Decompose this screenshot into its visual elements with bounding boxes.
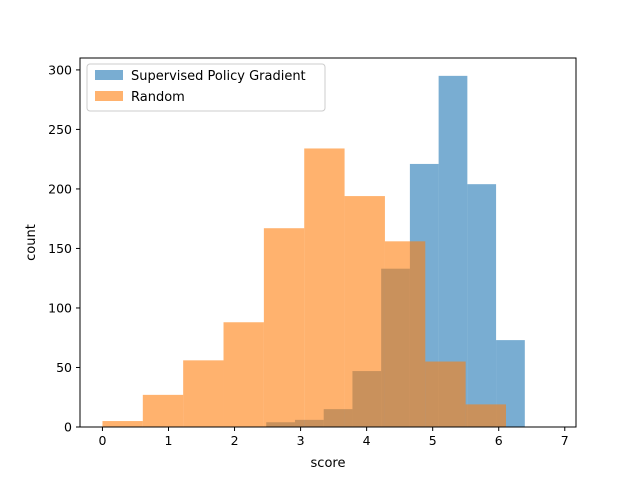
y-tick-label-100: 100: [48, 300, 72, 315]
y-tick-label-50: 50: [56, 360, 72, 375]
x-tick-label-7: 7: [561, 433, 569, 448]
y-tick-label-0: 0: [64, 420, 72, 435]
legend-swatch-random: [95, 91, 123, 101]
x-tick-label-4: 4: [363, 433, 371, 448]
x-tick-label-1: 1: [165, 433, 173, 448]
bar-series1-bin2: [183, 360, 224, 427]
x-tick-label-6: 6: [495, 433, 503, 448]
y-axis-label: count: [24, 224, 39, 261]
plot-frame: [79, 57, 577, 428]
legend-label-random: Random: [131, 90, 185, 105]
bar-series1-bin8: [425, 361, 466, 427]
legend-label-supervised: Supervised Policy Gradient: [131, 69, 306, 84]
x-axis-label: score: [311, 456, 346, 471]
legend: Supervised Policy Gradient Random: [86, 63, 326, 112]
legend-swatch-supervised: [95, 70, 123, 80]
bar-series1-bin0: [102, 421, 143, 427]
y-tick-label-150: 150: [48, 241, 72, 256]
y-tick-label-300: 300: [48, 62, 72, 77]
y-tick-label-250: 250: [48, 122, 72, 137]
bar-series1-bin6: [344, 196, 385, 427]
x-tick-label-3: 3: [297, 433, 305, 448]
bar-series1-bin5: [304, 148, 345, 427]
y-tick-label-200: 200: [48, 181, 72, 196]
x-axis: 0 1 2 3 4 5 6 7: [98, 427, 569, 448]
bar-series1-bin1: [142, 394, 184, 427]
bar-series1-bin3: [223, 322, 264, 427]
bar-series1-bin9: [465, 404, 506, 427]
x-tick-label-2: 2: [231, 433, 239, 448]
bars-layer: [102, 75, 525, 428]
bar-series1-bin4: [263, 228, 305, 427]
x-tick-label-0: 0: [98, 433, 106, 448]
legend-box: [86, 63, 326, 112]
x-tick-label-5: 5: [429, 433, 437, 448]
bar-series1-bin7: [384, 241, 426, 427]
bar-series0-bin7: [467, 184, 497, 427]
y-axis: 0 50 100 150 200 250 300: [48, 62, 80, 435]
